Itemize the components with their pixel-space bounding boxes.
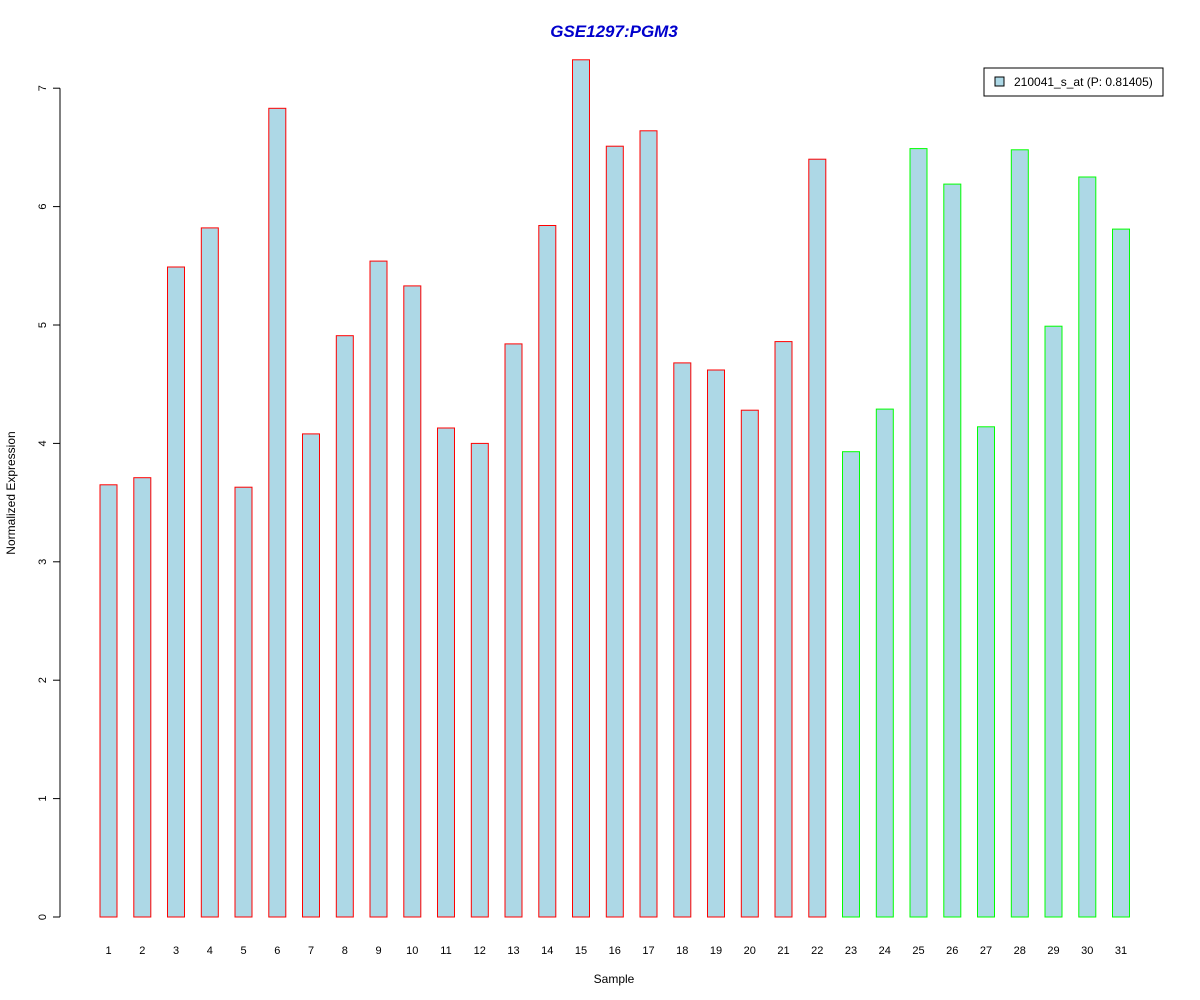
- chart-title: GSE1297:PGM3: [550, 22, 678, 41]
- bar-sample-2: [133, 477, 152, 918]
- x-tick-label: 28: [1014, 945, 1026, 957]
- bar-sample-26: [943, 183, 962, 918]
- x-tick-label: 17: [642, 945, 654, 957]
- x-tick-label: 3: [173, 945, 179, 957]
- x-tick-label: 7: [308, 945, 314, 957]
- legend-label: 210041_s_at (P: 0.81405): [1014, 75, 1153, 89]
- x-tick-label: 19: [710, 945, 722, 957]
- bar-sample-15: [572, 59, 590, 918]
- legend-swatch: [994, 76, 1005, 87]
- bar-sample-17: [639, 130, 658, 918]
- bar-sample-5: [234, 486, 253, 918]
- y-tick-label: 0: [37, 914, 49, 920]
- bar-sample-18: [673, 362, 692, 918]
- x-tick-label: 6: [274, 945, 280, 957]
- bar-sample-25: [909, 148, 928, 918]
- x-tick-label: 31: [1115, 945, 1127, 957]
- y-tick-label: 1: [37, 796, 49, 802]
- bar-sample-6: [268, 107, 287, 918]
- y-tick-label: 5: [37, 322, 49, 328]
- x-tick-label: 24: [879, 945, 891, 957]
- bar-sample-21: [774, 341, 793, 918]
- x-tick-label: 16: [609, 945, 621, 957]
- bar-sample-28: [1010, 149, 1029, 918]
- y-tick-label: 3: [37, 559, 49, 565]
- y-tick-label: 4: [37, 440, 49, 446]
- bar-sample-7: [302, 433, 320, 918]
- x-tick-label: 4: [207, 945, 213, 957]
- y-tick-label: 7: [37, 85, 49, 91]
- x-tick-label: 29: [1047, 945, 1059, 957]
- x-tick-label: 13: [507, 945, 519, 957]
- bars: [99, 59, 1130, 918]
- x-axis-title: Sample: [594, 972, 635, 986]
- y-axis-title: Normalized Expression: [4, 431, 18, 554]
- x-tick-label: 26: [946, 945, 958, 957]
- x-tick-label: 14: [541, 945, 553, 957]
- bar-sample-27: [977, 426, 995, 918]
- x-tick-label: 23: [845, 945, 857, 957]
- x-tick-label: 25: [912, 945, 924, 957]
- bar-sample-4: [200, 227, 219, 918]
- bar-sample-19: [707, 369, 725, 918]
- x-tick-label: 20: [744, 945, 756, 957]
- x-tick-label: 18: [676, 945, 688, 957]
- y-tick-label: 6: [37, 204, 49, 210]
- bar-sample-12: [470, 442, 489, 918]
- x-tick-label: 22: [811, 945, 823, 957]
- x-tick-label: 21: [777, 945, 789, 957]
- x-tick-label: 9: [375, 945, 381, 957]
- x-tick-label: 5: [240, 945, 246, 957]
- bar-sample-22: [808, 158, 827, 918]
- x-tick-label: 30: [1081, 945, 1093, 957]
- x-tick-labels: 1 2 3 4 5 6 7 8 9 10 11 12 13 14 15 16 17 18 19 20 21 22 23 24 2…: [105, 945, 1127, 957]
- bar-sample-16: [605, 145, 624, 918]
- bar-sample-11: [437, 427, 455, 918]
- y-tick-label: 2: [37, 677, 49, 683]
- legend-box: [983, 67, 1164, 97]
- bar-sample-8: [335, 335, 354, 918]
- bar-sample-29: [1044, 325, 1063, 918]
- x-tick-label: 12: [474, 945, 486, 957]
- x-tick-label: 10: [406, 945, 418, 957]
- bar-sample-23: [842, 451, 860, 918]
- bar-sample-3: [167, 266, 185, 918]
- x-tick-label: 27: [980, 945, 992, 957]
- x-tick-label: 1: [105, 945, 111, 957]
- bar-sample-14: [538, 225, 557, 918]
- x-tick-label: 8: [342, 945, 348, 957]
- bar-sample-13: [504, 343, 523, 918]
- bar-sample-1: [99, 484, 118, 918]
- bar-sample-24: [875, 408, 894, 918]
- x-tick-label: 11: [440, 945, 451, 957]
- x-tick-label: 2: [139, 945, 145, 957]
- bar-sample-10: [403, 285, 422, 918]
- bar-sample-30: [1078, 176, 1097, 918]
- legend: 210041_s_at (P: 0.81405): [983, 67, 1164, 97]
- x-tick-label: 15: [575, 945, 587, 957]
- bar-sample-20: [740, 409, 759, 918]
- bar-sample-9: [369, 260, 388, 918]
- bar-sample-31: [1112, 228, 1130, 918]
- y-axis: 0 1 2 3 4 5 6 7: [37, 85, 61, 920]
